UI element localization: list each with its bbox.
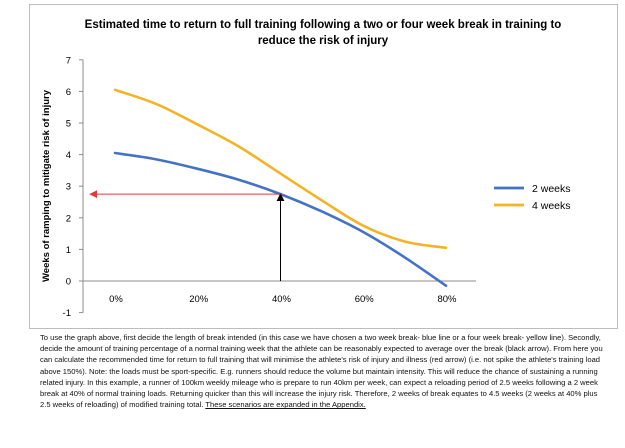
x-tick-label: 20% (189, 294, 209, 305)
y-tick-label: 0 (66, 277, 71, 288)
legend-label-4-weeks: 4 weeks (532, 200, 571, 212)
x-tick-label: 80% (437, 294, 457, 305)
chart-frame (29, 4, 618, 329)
caption-text: To use the graph above, first decide the… (40, 333, 603, 410)
series-line-4-weeks (113, 88, 448, 250)
y-tick-label: 2 (66, 213, 71, 224)
appendix-link-text[interactable]: These scenarios are expanded in the Appe… (205, 400, 366, 410)
y-tick-label: -1 (63, 308, 71, 319)
y-tick-label: 7 (66, 55, 71, 66)
y-axis-label: Weeks of ramping to mitigate risk of inj… (41, 89, 52, 282)
x-tick-label: 0% (109, 294, 123, 305)
y-tick-label: 3 (66, 182, 71, 193)
legend-label-2-weeks: 2 weeks (532, 183, 571, 195)
x-tick-label: 40% (272, 294, 292, 305)
x-tick-label: 60% (355, 294, 375, 305)
chart-title-line: Estimated time to return to full trainin… (85, 19, 562, 31)
y-tick-label: 4 (66, 150, 71, 161)
y-tick-label: 5 (66, 119, 71, 130)
y-tick-label: 6 (66, 87, 71, 98)
chart-title-line: reduce the risk of injury (258, 35, 389, 47)
chart-caption: To use the graph above, first decide the… (40, 332, 605, 410)
y-tick-label: 1 (66, 245, 71, 256)
